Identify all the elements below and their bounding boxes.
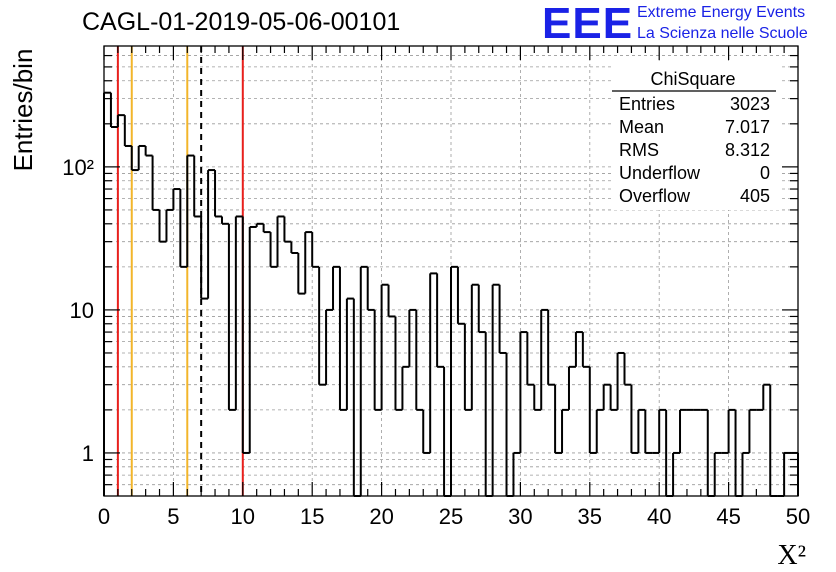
plot-title: CAGL-01-2019-05-06-00101 <box>82 8 401 36</box>
stats-label-overflow: Overflow <box>619 186 691 206</box>
x-tick-label: 25 <box>439 504 463 529</box>
stats-box-frame <box>612 64 780 210</box>
x-tick-label: 15 <box>300 504 324 529</box>
x-axis-title: X² <box>777 540 806 571</box>
x-tick-label: 20 <box>369 504 393 529</box>
axis-tick-labels: 0 5 10 15 20 25 30 35 40 45 50 1 10 10² <box>62 155 810 529</box>
axis-ticks <box>103 46 799 496</box>
logo-tagline-1: Extreme Energy Events <box>637 4 806 21</box>
x-tick-label: 0 <box>98 504 110 529</box>
x-tick-label: 30 <box>508 504 532 529</box>
logo-tagline-2: La Scienza nelle Scuole <box>637 25 808 42</box>
y-tick-label: 1 <box>82 441 94 466</box>
stats-value-mean: 7.017 <box>725 117 770 137</box>
x-tick-label: 5 <box>167 504 179 529</box>
x-tick-label: 40 <box>647 504 671 529</box>
x-tick-label: 10 <box>231 504 255 529</box>
stats-label-rms: RMS <box>619 140 659 160</box>
stats-value-entries: 3023 <box>730 94 770 114</box>
stats-box: ChiSquare Entries 3023 Mean 7.017 RMS 8.… <box>612 64 780 210</box>
x-tick-label: 45 <box>716 504 740 529</box>
stats-label-entries: Entries <box>619 94 675 114</box>
y-tick-label: 10 <box>70 298 94 323</box>
stats-value-overflow: 405 <box>740 186 770 206</box>
x-tick-label: 35 <box>578 504 602 529</box>
y-axis-title: Entries/bin <box>8 49 38 172</box>
eee-logo: EEE <box>542 0 634 48</box>
stats-box-title: ChiSquare <box>650 69 735 89</box>
y-tick-label: 10² <box>62 155 94 180</box>
stats-value-underflow: 0 <box>760 163 770 183</box>
reference-lines <box>116 46 244 496</box>
stats-value-rms: 8.312 <box>725 140 770 160</box>
x-tick-label: 50 <box>786 504 810 529</box>
stats-label-mean: Mean <box>619 117 664 137</box>
stats-label-underflow: Underflow <box>619 163 701 183</box>
